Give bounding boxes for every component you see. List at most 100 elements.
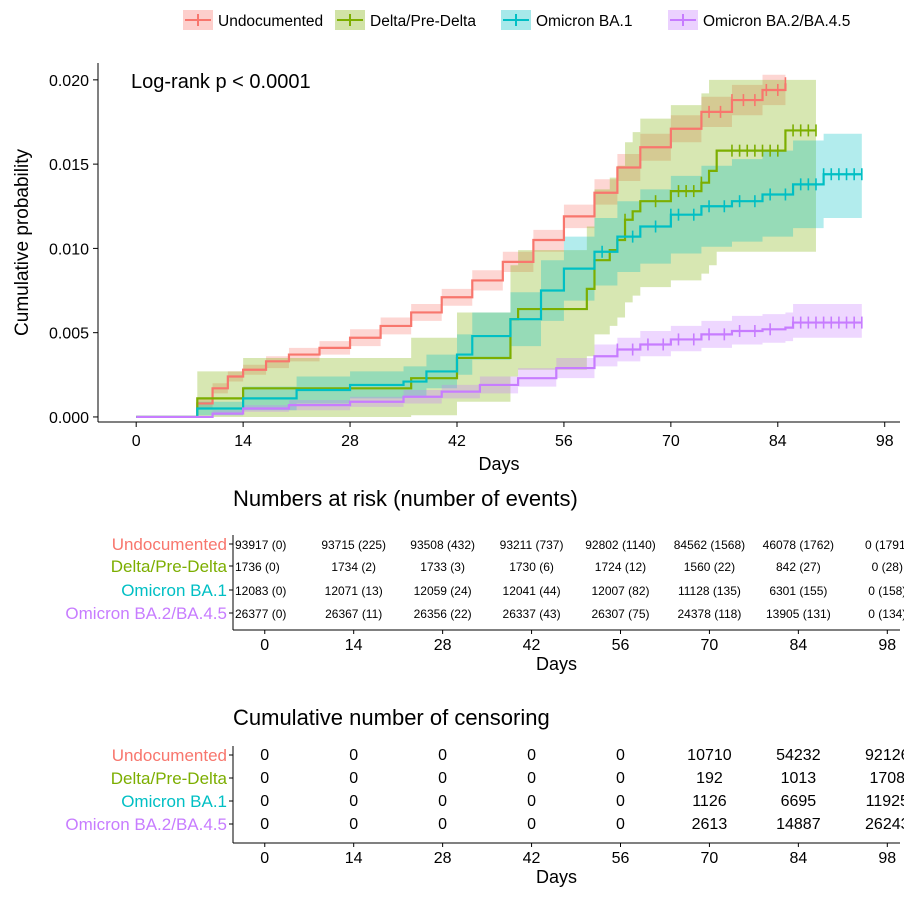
table-cell: 1560 (22) [684,560,735,574]
table-cell: 54232 [776,747,821,764]
table-cell: 0 [349,747,358,764]
table-cell: 0 [260,816,269,833]
table-cell: 12071 (13) [325,584,383,598]
legend: Undocumented Delta/Pre-Delta Omicron BA.1 O… [183,10,850,30]
y-tick-label: 0.000 [49,410,89,427]
table-cell: 12083 (0) [235,584,286,598]
table-cell: 0 (158) [868,584,904,598]
table-cell: 26337 (43) [503,607,561,621]
table-cell: 46078 (1762) [763,538,834,552]
table-x-tick-label: 14 [345,637,363,654]
table-cell: 11128 (135) [678,584,741,598]
legend-label-undocumented: Undocumented [218,13,323,30]
y-axis-title: Cumulative probability [12,149,33,336]
ci-band-omicron-ba-2-ba-4-5 [136,304,862,417]
table-cell: 13905 (131) [766,607,831,621]
legend-label-delta-pre-delta: Delta/Pre-Delta [370,13,476,30]
x-tick-label: 42 [448,433,466,450]
table-x-tick-label: 28 [434,637,452,654]
legend-label-omicron-ba-1: Omicron BA.1 [536,13,632,30]
table-x-tick-label: 42 [523,850,541,867]
x-tick-label: 0 [132,433,141,450]
table-cell: 12041 (44) [503,584,561,598]
row-label-omicron-ba-1: Omicron BA.1 [121,792,227,811]
x-tick-label: 56 [555,433,573,450]
table-x-tick-label: 0 [260,850,269,867]
table-cell: 0 [616,793,625,810]
table-cell: 26243 [865,816,904,833]
table-x-tick-label: 56 [612,850,630,867]
table-x-tick-label: 98 [878,850,896,867]
table-cell: 11925 [866,793,904,810]
table-cell: 92802 (1140) [585,538,656,552]
table-cell: 92126 [865,747,904,764]
y-tick-label: 0.005 [49,326,89,343]
table-cell: 26377 (0) [235,607,286,621]
table-x-tick-label: 70 [701,637,719,654]
table-x-tick-label: 14 [345,850,363,867]
table-cell: 0 [438,747,447,764]
table-cell: 1013 [781,770,817,787]
table-x-tick-label: 56 [612,637,630,654]
y-tick-label: 0.010 [49,241,89,258]
table-cell: 0 [527,770,536,787]
x-tick-label: 14 [234,433,252,450]
x-tick-label: 84 [769,433,787,450]
table-cell: 0 [616,816,625,833]
row-label-undocumented: Undocumented [112,746,227,765]
x-tick-label: 98 [876,433,894,450]
row-label-undocumented: Undocumented [112,535,227,554]
table-cell: 1734 (2) [331,560,376,574]
table-x-tick-label: 42 [523,637,541,654]
table-cell: 12007 (82) [591,584,649,598]
log-rank-annotation: Log-rank p < 0.0001 [131,71,311,93]
table-x-tick-label: 70 [701,850,719,867]
table-x-axis-title: Days [536,654,577,674]
x-tick-label: 70 [662,433,680,450]
row-label-omicron-ba-2-ba-4-5: Omicron BA.2/BA.4.5 [65,815,227,834]
table-cell: 0 [349,793,358,810]
table-cell: 84562 (1568) [674,538,745,552]
table-cell: 1736 (0) [235,560,280,574]
table-cell: 1708 [869,770,904,787]
table-cell: 6695 [781,793,817,810]
table-cell: 14887 [776,816,821,833]
table-cell: 24378 (118) [678,607,742,621]
table-cell: 0 [438,816,447,833]
table-cell: 0 [260,747,269,764]
table-cell: 0 [527,747,536,764]
table-cell: 0 [616,747,625,764]
row-label-omicron-ba-2-ba-4-5: Omicron BA.2/BA.4.5 [65,604,227,623]
table-x-tick-label: 28 [434,850,452,867]
x-axis-title: Days [478,454,519,474]
table-cell: 0 [349,816,358,833]
table-cell: 0 [260,793,269,810]
table-cell: 93715 (225) [321,538,386,552]
table-cell: 0 [616,770,625,787]
table-title: Numbers at risk (number of events) [233,486,578,511]
table-cell: 93211 (737) [500,538,564,552]
table-cell: 2613 [692,816,728,833]
table-cell: 93917 (0) [235,538,286,552]
table-cell: 26307 (75) [591,607,649,621]
table-cell: 1730 (6) [509,560,554,574]
main-plot: 0.000 0.005 0.010 0.015 0.020 0 14 28 42 56 70 84 98… [12,63,900,474]
table-cell: 0 [349,770,358,787]
series-line-delta-pre-delta [136,129,816,419]
table-cell: 0 [527,793,536,810]
series-line-omicron-ba-2-ba-4-5 [136,321,862,419]
table-cell: 0 [527,816,536,833]
legend-label-omicron-ba-2-ba-4-5: Omicron BA.2/BA.4.5 [703,13,850,30]
table-cell: 0 (1791) [865,538,904,552]
table-cell: 26367 (11) [325,607,382,621]
table-cell: 0 (28) [872,560,903,574]
table-cell: 0 (134) [868,607,904,621]
x-tick-label: 28 [341,433,359,450]
table-x-tick-label: 0 [260,637,269,654]
y-tick-label: 0.020 [49,73,89,90]
table-cell: 1733 (3) [420,560,465,574]
table-cell: 0 [438,793,447,810]
table-cell: 93508 (432) [410,538,475,552]
table-cell: 12059 (24) [414,584,472,598]
